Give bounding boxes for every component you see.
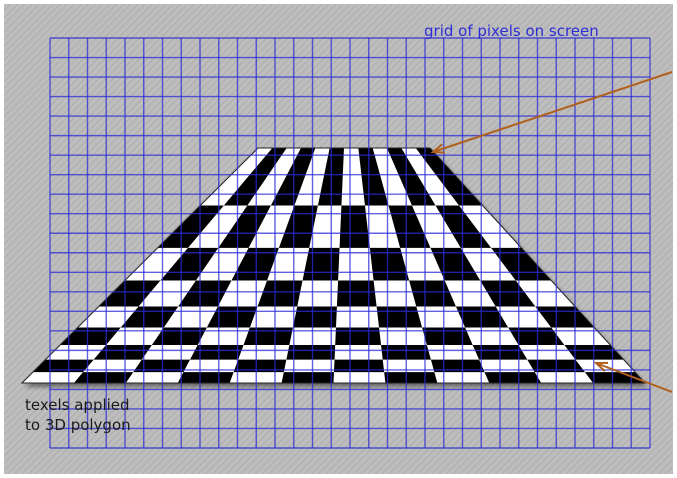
texel-square bbox=[157, 205, 224, 248]
texel-square bbox=[415, 148, 483, 206]
texel-square bbox=[480, 280, 536, 307]
texel-square bbox=[281, 372, 334, 383]
texel-square bbox=[387, 148, 436, 206]
texel-square bbox=[339, 205, 370, 248]
texels-label-line-1: texels applied bbox=[25, 396, 130, 414]
callout-arrows bbox=[430, 71, 673, 393]
texels-label: texels applied to 3D polygon bbox=[25, 395, 131, 435]
texels-callout-arrow bbox=[593, 361, 673, 393]
texel-square bbox=[93, 344, 152, 360]
texel-square bbox=[233, 359, 287, 373]
texel-square bbox=[333, 359, 385, 373]
texel-square bbox=[422, 327, 473, 345]
texel-square bbox=[223, 148, 287, 206]
texel-square bbox=[584, 372, 645, 383]
texel-square bbox=[151, 327, 207, 345]
pixel-grid-label: grid of pixels on screen bbox=[424, 22, 599, 40]
texel-square bbox=[218, 205, 271, 248]
texel-square bbox=[335, 327, 382, 345]
texel-square bbox=[73, 372, 134, 383]
texel-square bbox=[388, 205, 431, 248]
texel-square bbox=[257, 280, 303, 307]
texel-square bbox=[177, 372, 234, 383]
pixel-grid-callout-arrow bbox=[430, 71, 673, 154]
texel-square bbox=[435, 205, 492, 248]
polygon-outline bbox=[20, 147, 647, 384]
texel-square bbox=[243, 327, 293, 345]
texel-square bbox=[133, 359, 191, 373]
texel-square bbox=[98, 280, 161, 307]
texel-square bbox=[336, 280, 377, 307]
pixel-grid bbox=[49, 37, 651, 449]
texel-square bbox=[384, 372, 438, 383]
texel-square bbox=[484, 372, 542, 383]
texel-square bbox=[32, 359, 94, 373]
texel-square bbox=[376, 306, 423, 328]
texels-label-line-2: to 3D polygon bbox=[25, 416, 131, 434]
texel-square bbox=[292, 306, 337, 328]
texel-square bbox=[190, 344, 244, 360]
texel-square bbox=[286, 344, 336, 360]
texel-square bbox=[508, 327, 565, 345]
texel-square bbox=[278, 205, 318, 248]
texel-square bbox=[358, 148, 389, 206]
